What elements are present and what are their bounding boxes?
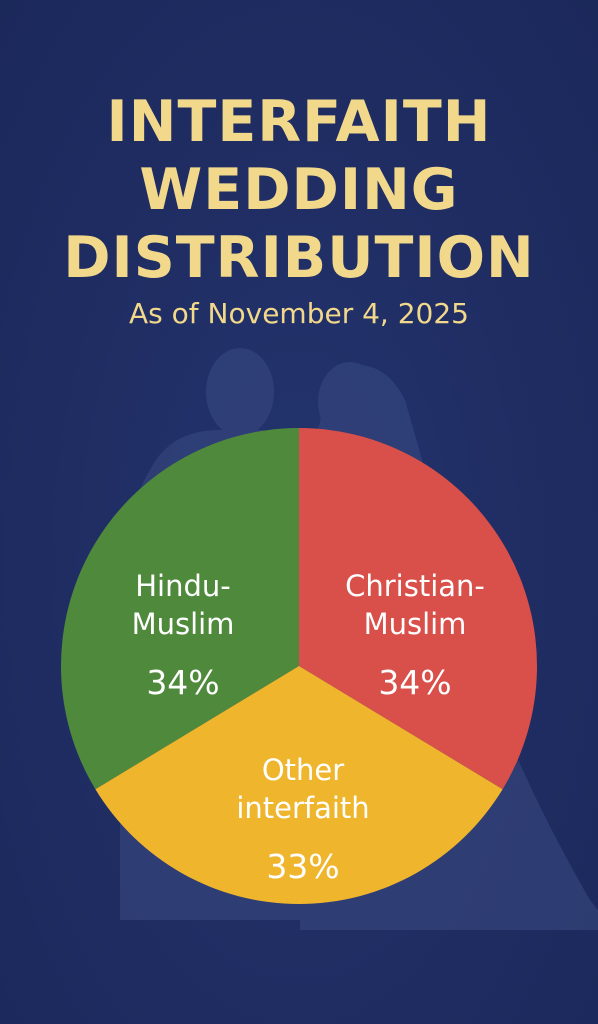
pie-slice-label-2-line-0: Other: [262, 753, 344, 787]
chart-title: INTERFAITH WEDDING DISTRIBUTION: [0, 88, 598, 292]
chart-subtitle: As of November 4, 2025: [129, 297, 469, 330]
pie-slice-value-2: 33%: [266, 847, 339, 886]
pie-slice-value-0: 34%: [146, 663, 219, 702]
pie-slice-label-1-line-0: Christian-: [345, 569, 485, 603]
chart-title-line-1: INTERFAITH: [106, 89, 492, 155]
pie-slice-2: [95, 666, 503, 904]
pie-slice-label-0-line-0: Hindu-: [135, 569, 231, 603]
pie-slice-1: [299, 428, 537, 790]
chart-title-line-2: WEDDING: [139, 157, 459, 223]
pie-slice-0: [61, 428, 299, 790]
pie-slice-value-1: 34%: [378, 663, 451, 702]
pie-slice-label-1-line-1: Muslim: [364, 607, 467, 641]
pie-slice-label-2-line-1: interfaith: [236, 791, 369, 825]
chart-title-line-3: DISTRIBUTION: [63, 225, 535, 291]
pie-slice-label-0-line-1: Muslim: [132, 607, 235, 641]
